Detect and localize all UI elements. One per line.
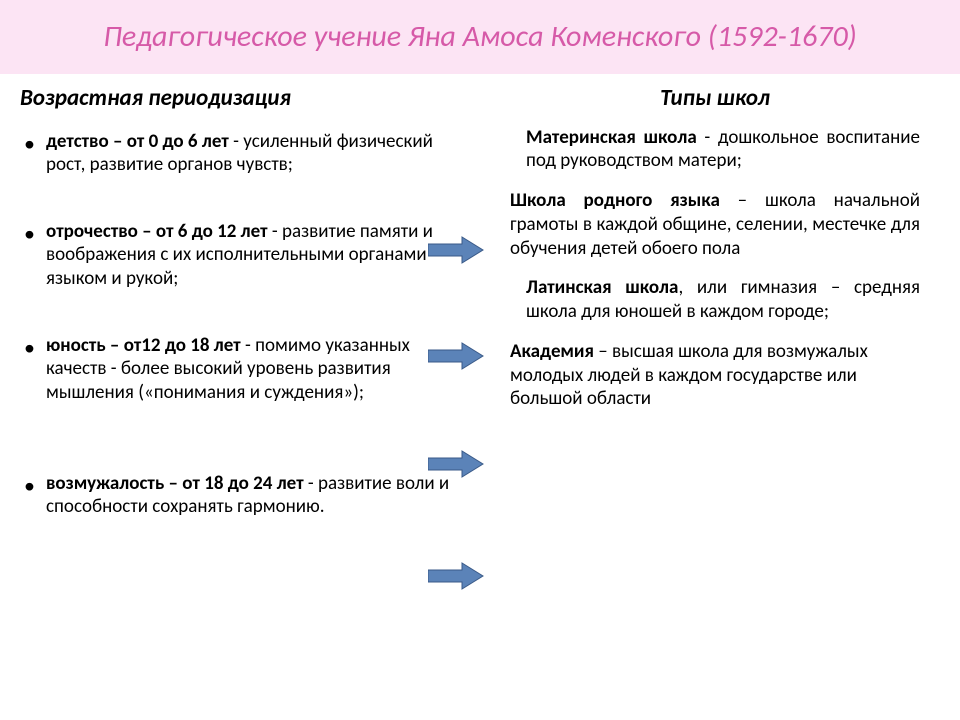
left-heading: Возрастная периодизация xyxy=(20,84,450,112)
right-heading: Типы школ xyxy=(510,84,920,112)
title-bar: Педагогическое учение Яна Амоса Коменско… xyxy=(0,0,960,74)
slide-title: Педагогическое учение Яна Амоса Коменско… xyxy=(20,18,940,56)
school-item: Материнская школа - дошкольное воспитани… xyxy=(510,126,920,174)
school-bold: Материнская школа xyxy=(526,126,697,149)
arrow-icon xyxy=(428,236,484,264)
arrow-icon xyxy=(428,562,484,590)
periods-list: детство – от 0 до 6 лет - усиленный физи… xyxy=(20,130,450,520)
school-item: Школа родного языка – школа начальной гр… xyxy=(510,189,920,260)
school-bold: Академия xyxy=(510,340,594,363)
school-bold: Школа родного языка xyxy=(510,189,720,212)
period-bold: юность – от12 до 18 лет xyxy=(46,334,241,357)
period-item: возмужалость – от 18 до 24 лет - развити… xyxy=(40,472,450,520)
period-item: детство – от 0 до 6 лет - усиленный физи… xyxy=(40,130,450,210)
right-column: Типы школ Материнская школа - дошкольное… xyxy=(460,84,920,530)
school-item: Академия – высшая школа для возмужалых м… xyxy=(510,340,920,411)
arrow-icon xyxy=(428,342,484,370)
period-bold: отрочество – от 6 до 12 лет xyxy=(46,220,268,243)
period-bold: детство – от 0 до 6 лет xyxy=(46,130,229,153)
school-item: Латинская школа, или гимназия – средняя … xyxy=(510,276,920,324)
period-bold: возмужалость – от 18 до 24 лет xyxy=(46,472,304,495)
period-item: юность – от12 до 18 лет - помимо указанн… xyxy=(40,334,450,462)
period-item: отрочество – от 6 до 12 лет - развитие п… xyxy=(40,220,450,324)
arrow-icon xyxy=(428,450,484,478)
left-column: Возрастная периодизация детство – от 0 д… xyxy=(20,84,460,530)
school-bold: Латинская школа xyxy=(526,276,678,299)
